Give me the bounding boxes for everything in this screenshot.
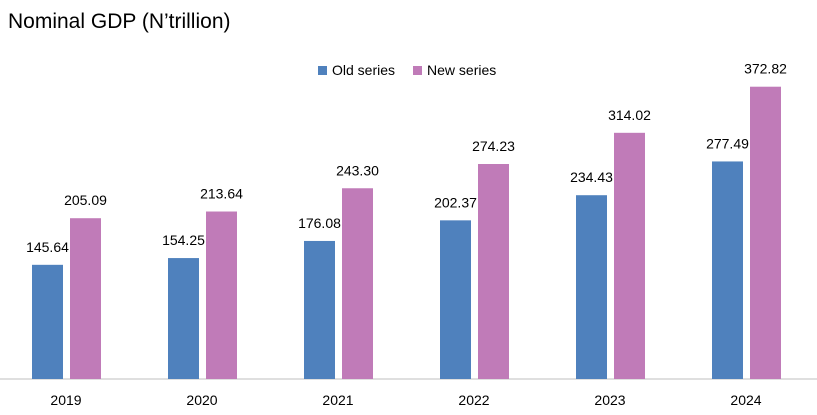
bar-new-series-2020[interactable] <box>206 211 237 379</box>
x-tick-label-2022: 2022 <box>458 392 489 408</box>
bar-old-series-2023[interactable] <box>576 195 607 379</box>
data-label-new-series-2023: 314.02 <box>608 107 651 123</box>
legend-label-old-series: Old series <box>332 62 396 78</box>
data-label-new-series-2019: 205.09 <box>64 192 107 208</box>
bar-new-series-2024[interactable] <box>750 86 781 380</box>
data-label-old-series-2024: 277.49 <box>706 135 749 151</box>
x-tick-label-2024: 2024 <box>730 392 761 408</box>
data-label-old-series-2020: 154.25 <box>162 232 205 248</box>
data-label-old-series-2021: 176.08 <box>298 215 341 231</box>
data-label-new-series-2024: 372.82 <box>744 61 787 77</box>
legend: Old series New series <box>318 62 496 78</box>
data-label-old-series-2022: 202.37 <box>434 194 477 210</box>
x-tick-label-2020: 2020 <box>186 392 217 408</box>
chart-title: Nominal GDP (N’trillion) <box>8 10 231 33</box>
bar-old-series-2022[interactable] <box>440 220 471 379</box>
bar-old-series-2020[interactable] <box>168 258 199 379</box>
bar-new-series-2022[interactable] <box>478 164 509 379</box>
bar-old-series-2019[interactable] <box>32 264 63 379</box>
data-label-new-series-2020: 213.64 <box>200 186 243 202</box>
legend-swatch-old-series <box>318 65 327 75</box>
x-tick-label-2019: 2019 <box>50 392 81 408</box>
legend-item-new-series[interactable]: New series <box>413 62 496 78</box>
bar-old-series-2021[interactable] <box>304 240 335 379</box>
legend-label-new-series: New series <box>427 62 497 78</box>
legend-swatch-new-series <box>413 65 423 75</box>
bar-new-series-2019[interactable] <box>70 218 101 379</box>
x-tick-label-2021: 2021 <box>322 392 353 408</box>
legend-item-old-series[interactable]: Old series <box>318 62 395 78</box>
x-tick-label-2023: 2023 <box>594 392 625 408</box>
data-label-new-series-2021: 243.30 <box>336 162 379 178</box>
data-label-old-series-2019: 145.64 <box>26 239 69 255</box>
data-label-old-series-2023: 234.43 <box>570 169 613 185</box>
bar-old-series-2024[interactable] <box>712 161 743 379</box>
bar-new-series-2023[interactable] <box>614 132 645 379</box>
bar-new-series-2021[interactable] <box>342 188 373 379</box>
data-label-new-series-2022: 274.23 <box>472 138 515 154</box>
